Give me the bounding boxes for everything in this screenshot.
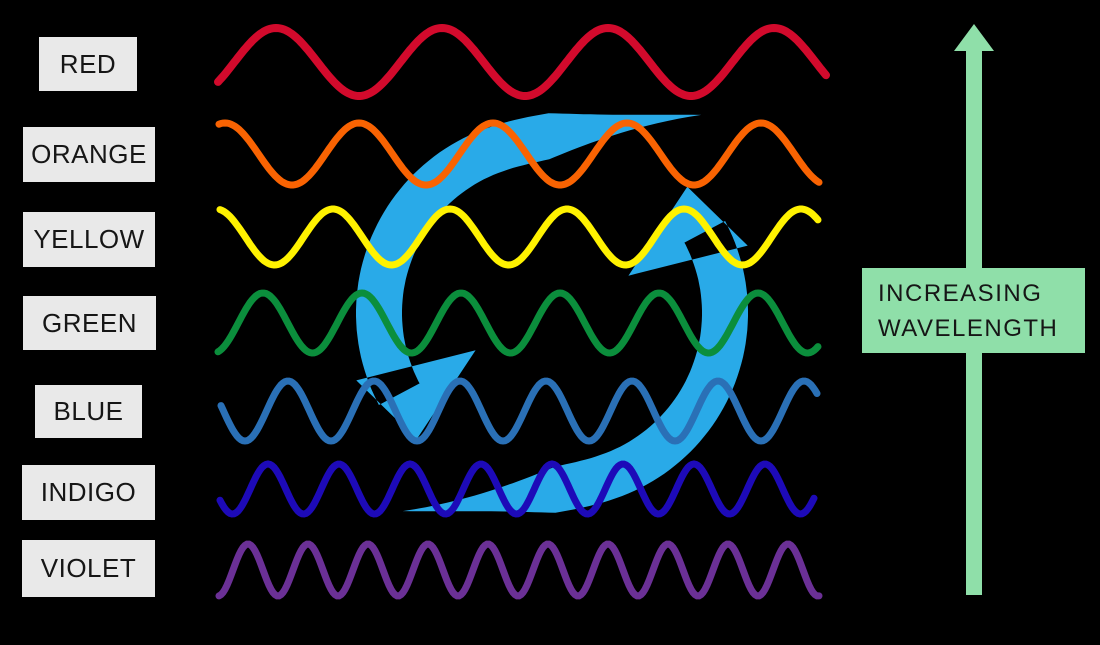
- label-orange: ORANGE: [23, 127, 155, 182]
- label-green-text: GREEN: [42, 307, 137, 338]
- label-yellow: YELLOW: [23, 212, 155, 267]
- label-violet-text: VIOLET: [40, 553, 137, 583]
- label-orange-text: ORANGE: [31, 139, 147, 169]
- green-wave: [214, 289, 822, 357]
- cycle-arrow-segment-1: [356, 113, 702, 440]
- label-blue: BLUE: [35, 385, 142, 438]
- yellow-wave: [216, 205, 822, 269]
- red-wave: [214, 23, 830, 100]
- increasing-wavelength-line1: INCREASING: [878, 279, 1043, 307]
- label-violet: VIOLET: [22, 540, 155, 597]
- label-red-text: RED: [59, 48, 117, 79]
- label-red: RED: [39, 37, 137, 91]
- spectrum-waves: [214, 23, 830, 600]
- indigo-wave: [216, 460, 818, 518]
- wavelength-arrow-head: [954, 24, 994, 51]
- label-yellow-text: YELLOW: [33, 224, 145, 254]
- label-blue-text: BLUE: [53, 396, 124, 426]
- blue-wave: [217, 377, 821, 445]
- label-indigo-text: INDIGO: [40, 477, 137, 507]
- label-indigo: INDIGO: [22, 465, 155, 520]
- label-green: GREEN: [23, 296, 156, 350]
- increasing-wavelength-label: INCREASING WAVELENGTH: [862, 268, 1085, 353]
- orange-wave: [215, 119, 823, 189]
- violet-wave: [215, 540, 823, 600]
- increasing-wavelength-line2: WAVELENGTH: [878, 314, 1059, 342]
- spectrum-cycle-arrow: [356, 113, 748, 513]
